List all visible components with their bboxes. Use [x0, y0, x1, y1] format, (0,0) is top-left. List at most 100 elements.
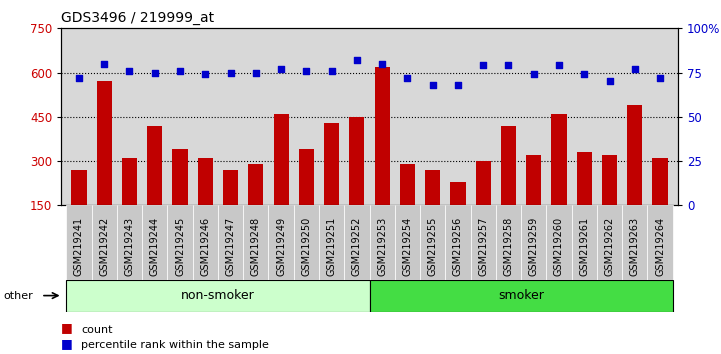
Text: GSM219242: GSM219242	[99, 216, 110, 276]
Bar	[526, 155, 541, 250]
Text: GSM219254: GSM219254	[402, 216, 412, 276]
Bar	[324, 123, 339, 250]
Bar	[218, 205, 243, 280]
Bar	[647, 205, 673, 280]
Bar	[471, 205, 496, 280]
Point	[402, 75, 413, 81]
Point	[503, 63, 514, 68]
Bar	[420, 205, 446, 280]
Bar	[198, 158, 213, 250]
Bar	[273, 114, 288, 250]
Text: GSM219262: GSM219262	[604, 216, 614, 276]
Bar	[476, 161, 491, 250]
Bar	[400, 164, 415, 250]
Text: GSM219243: GSM219243	[125, 216, 135, 276]
Text: GSM219259: GSM219259	[528, 216, 539, 276]
Text: GSM219257: GSM219257	[478, 216, 488, 276]
Bar	[602, 155, 617, 250]
Bar	[248, 164, 263, 250]
Text: GSM219253: GSM219253	[377, 216, 387, 276]
Bar	[344, 205, 370, 280]
Bar	[521, 205, 547, 280]
Text: ■: ■	[61, 337, 73, 350]
Text: GSM219252: GSM219252	[352, 216, 362, 276]
Bar	[370, 205, 395, 280]
Point	[376, 61, 388, 67]
Point	[326, 68, 337, 74]
Point	[275, 66, 287, 72]
Text: GSM219248: GSM219248	[251, 216, 261, 276]
Text: GSM219263: GSM219263	[629, 216, 640, 276]
Bar	[97, 81, 112, 250]
Bar	[501, 126, 516, 250]
Bar	[268, 205, 293, 280]
Point	[99, 61, 110, 67]
Text: other: other	[4, 291, 33, 301]
Text: smoker: smoker	[498, 289, 544, 302]
Bar	[167, 205, 193, 280]
Bar	[172, 149, 187, 250]
Point	[301, 68, 312, 74]
Text: percentile rank within the sample: percentile rank within the sample	[81, 341, 270, 350]
Point	[351, 57, 363, 63]
Bar	[223, 170, 238, 250]
Point	[124, 68, 136, 74]
Text: GSM219260: GSM219260	[554, 216, 564, 276]
Point	[477, 63, 489, 68]
Bar	[496, 205, 521, 280]
Bar	[66, 280, 370, 312]
Bar	[395, 205, 420, 280]
Text: GSM219246: GSM219246	[200, 216, 211, 276]
Point	[578, 72, 590, 77]
Bar	[446, 205, 471, 280]
Bar	[349, 117, 364, 250]
Bar	[627, 105, 642, 250]
Bar	[117, 205, 142, 280]
Bar	[451, 182, 466, 250]
Bar	[147, 126, 162, 250]
Text: GSM219249: GSM219249	[276, 216, 286, 276]
Text: GSM219264: GSM219264	[655, 216, 665, 276]
Point	[74, 75, 85, 81]
Text: GSM219244: GSM219244	[150, 216, 160, 276]
Bar	[66, 205, 92, 280]
Bar	[319, 205, 344, 280]
Bar	[547, 205, 572, 280]
Point	[528, 72, 539, 77]
Point	[427, 82, 438, 88]
Text: GDS3496 / 219999_at: GDS3496 / 219999_at	[61, 11, 214, 25]
Point	[603, 79, 615, 84]
Text: GSM219255: GSM219255	[428, 216, 438, 276]
Point	[553, 63, 565, 68]
Bar	[71, 170, 87, 250]
Bar	[122, 158, 137, 250]
Text: GSM219256: GSM219256	[453, 216, 463, 276]
Point	[452, 82, 464, 88]
Point	[654, 75, 665, 81]
Text: ■: ■	[61, 321, 73, 335]
Point	[250, 70, 262, 75]
Bar	[243, 205, 268, 280]
Text: GSM219250: GSM219250	[301, 216, 311, 276]
Bar	[577, 152, 592, 250]
Point	[174, 68, 186, 74]
Text: non-smoker: non-smoker	[181, 289, 255, 302]
Bar	[622, 205, 647, 280]
Point	[200, 72, 211, 77]
Bar	[653, 158, 668, 250]
Text: GSM219258: GSM219258	[503, 216, 513, 276]
Point	[629, 66, 640, 72]
Bar	[375, 67, 390, 250]
Text: count: count	[81, 325, 113, 335]
Text: GSM219245: GSM219245	[175, 216, 185, 276]
Text: GSM219251: GSM219251	[327, 216, 337, 276]
Bar	[298, 149, 314, 250]
Bar	[142, 205, 167, 280]
Text: GSM219261: GSM219261	[579, 216, 589, 276]
Bar	[425, 170, 441, 250]
Text: GSM219247: GSM219247	[226, 216, 236, 276]
Bar	[597, 205, 622, 280]
Text: GSM219241: GSM219241	[74, 216, 84, 276]
Point	[149, 70, 161, 75]
Bar	[572, 205, 597, 280]
